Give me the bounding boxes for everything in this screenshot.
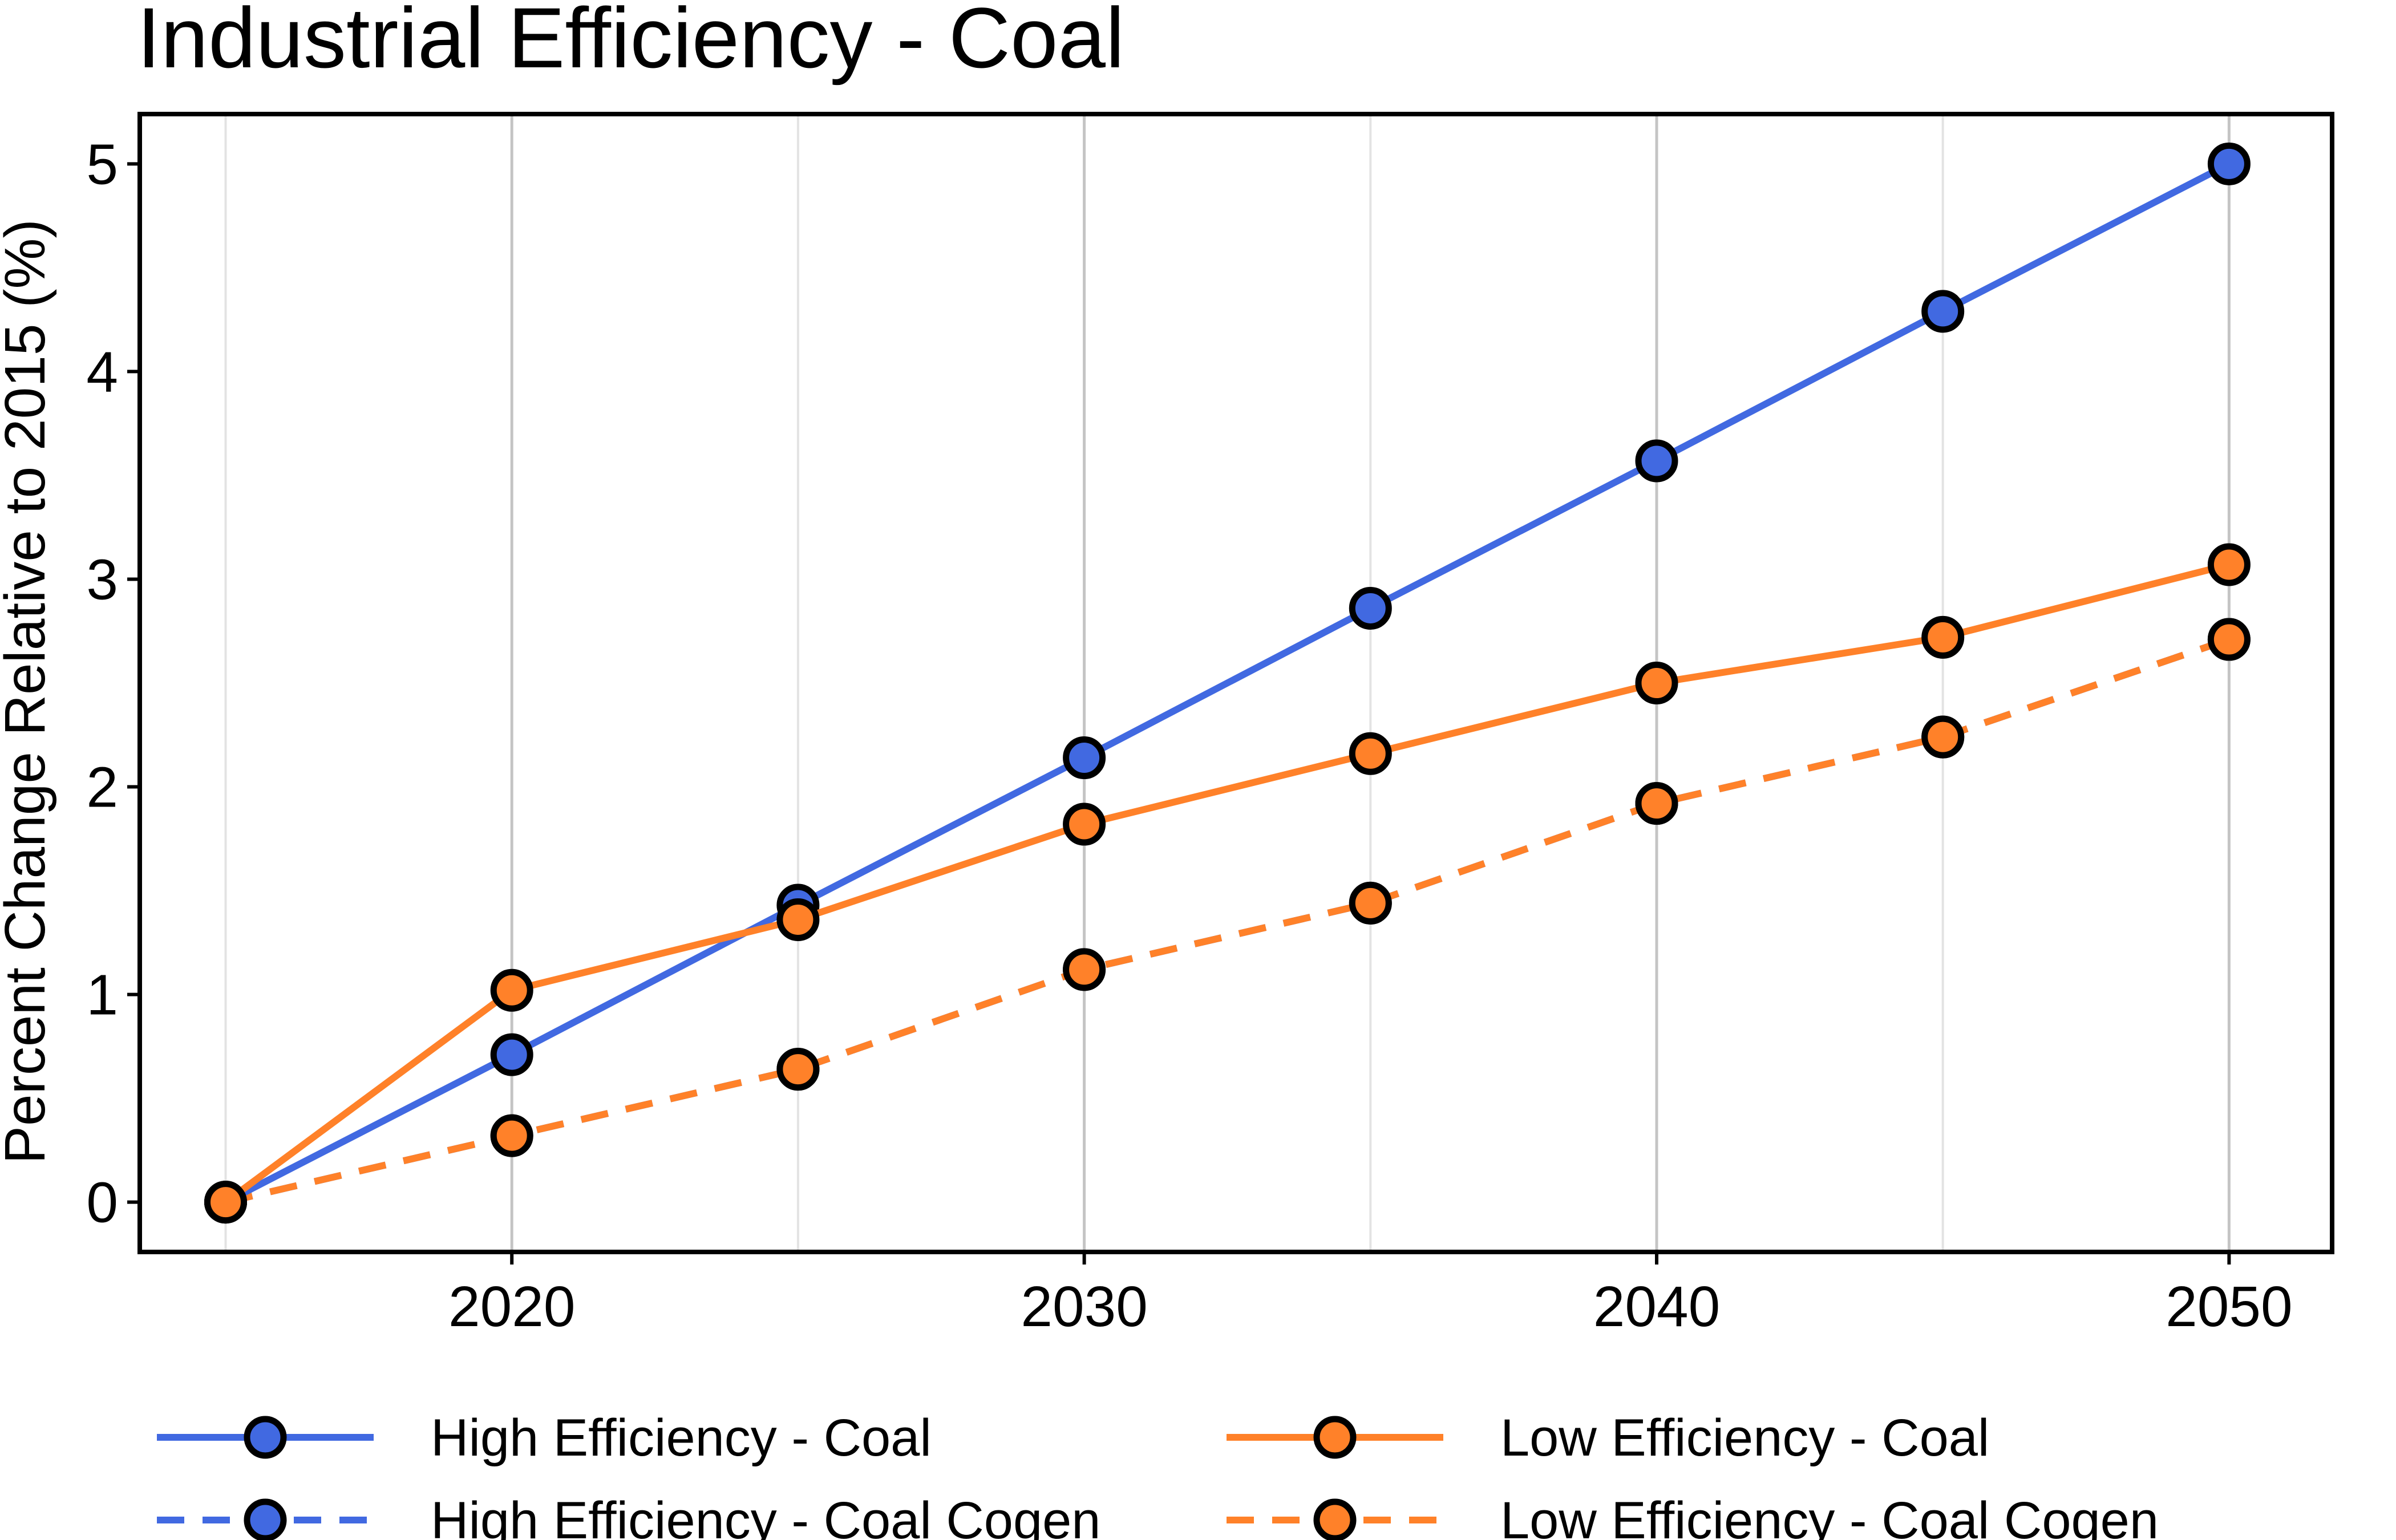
y-tick-label: 2 [86, 756, 118, 820]
data-point [1063, 948, 1106, 991]
y-tick-label: 4 [86, 340, 118, 404]
legend-marker [244, 1498, 287, 1540]
data-point [204, 1181, 248, 1224]
y-axis: 0 1 2 3 4 5 [86, 132, 140, 1235]
legend-marker [1313, 1498, 1357, 1540]
y-tick-label: 3 [86, 548, 118, 611]
y-tick-label: 5 [86, 132, 118, 196]
data-point [1349, 881, 1392, 925]
data-point [776, 1048, 820, 1091]
data-point [490, 1114, 533, 1157]
chart-title: Industrial Efficiency - Coal [137, 0, 1124, 86]
data-point [1349, 732, 1392, 775]
series-line [223, 561, 2230, 1205]
x-axis: 2020 2030 2040 2050 [448, 1252, 2293, 1339]
legend-marker [244, 1416, 287, 1459]
y-tick-label: 1 [86, 963, 118, 1027]
x-tick-label: 2020 [448, 1275, 575, 1339]
data-point [1635, 662, 1678, 704]
legend-item: Low Efficiency - Coal [1227, 1409, 1989, 1467]
data-point [1635, 439, 1678, 483]
data-point [776, 898, 820, 942]
legend-label: Low Efficiency - Coal Cogen [1500, 1492, 2159, 1540]
data-point [2207, 142, 2251, 185]
x-tick-label: 2050 [2166, 1275, 2292, 1339]
data-point [2207, 543, 2251, 586]
data-point [1349, 586, 1392, 630]
data-point [2207, 618, 2251, 661]
data-point [1921, 290, 1965, 333]
x-tick-label: 2030 [1021, 1275, 1147, 1339]
legend-item: Low Efficiency - Coal Cogen [1227, 1492, 2159, 1540]
plot-frame [137, 112, 2334, 1254]
legend-item: High Efficiency - Coal Cogen [157, 1492, 1100, 1540]
data-point [1921, 715, 1965, 759]
legend-marker [1313, 1416, 1357, 1459]
data-point [1635, 782, 1678, 825]
legend: High Efficiency - Coal High Efficiency - … [157, 1409, 2159, 1540]
data-point [490, 1033, 533, 1076]
data-point [490, 968, 533, 1012]
legend-label: High Efficiency - Coal Cogen [431, 1492, 1100, 1540]
legend-label: High Efficiency - Coal [431, 1409, 932, 1467]
x-tick-label: 2040 [1593, 1275, 1720, 1339]
data-point [1063, 803, 1106, 846]
series-group [204, 142, 2251, 1224]
series-line [225, 636, 2231, 1206]
data-point [1921, 615, 1965, 659]
series-line [224, 161, 2231, 1205]
legend-item: High Efficiency - Coal [157, 1409, 932, 1467]
y-axis-label: Percent Change Relative to 2015 (%) [0, 219, 57, 1164]
series-2 [204, 543, 2251, 1224]
legend-label: Low Efficiency - Coal [1500, 1409, 1989, 1467]
series-0 [204, 142, 2251, 1224]
data-point [1063, 736, 1106, 780]
series-3 [204, 618, 2251, 1224]
y-tick-label: 0 [86, 1171, 118, 1235]
